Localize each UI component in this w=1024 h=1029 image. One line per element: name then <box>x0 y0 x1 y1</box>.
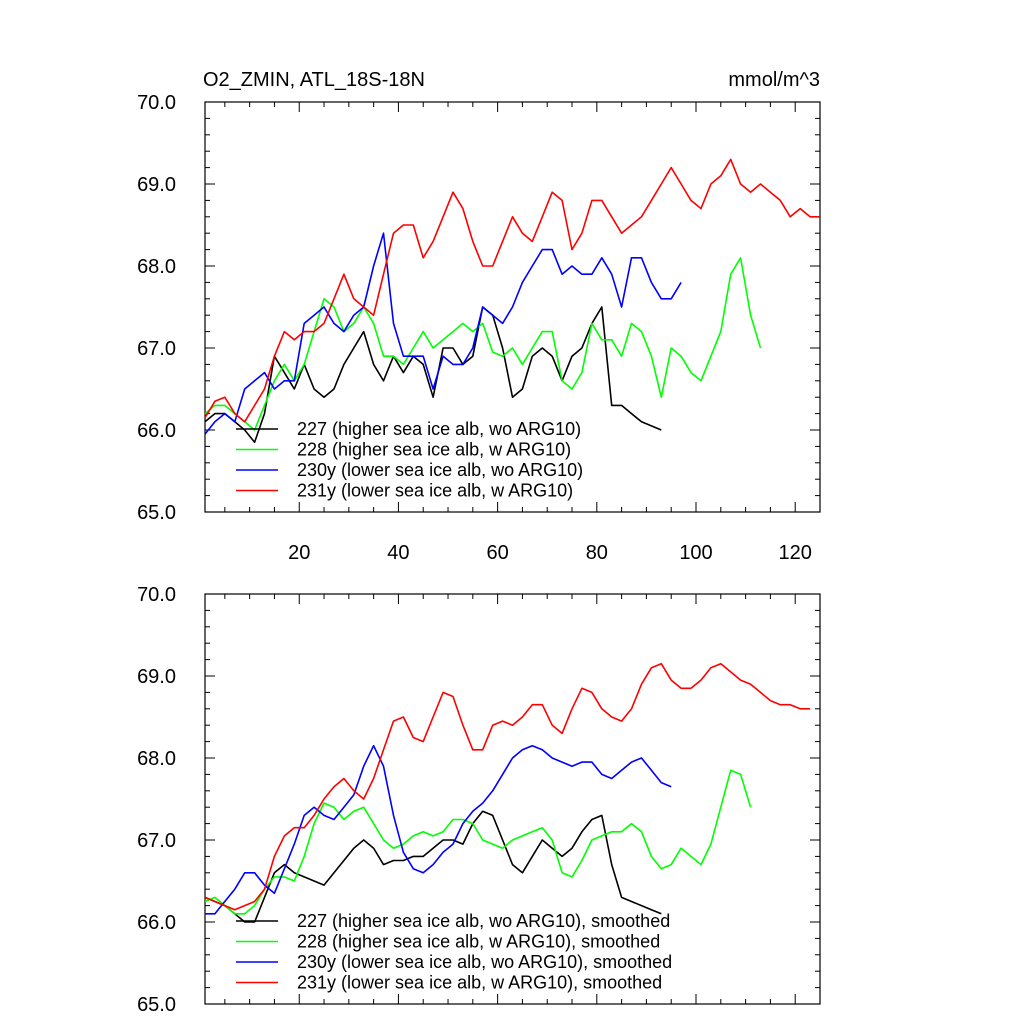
y-tick-label: 70.0 <box>137 92 176 114</box>
y-tick-label: 68.0 <box>137 748 176 770</box>
x-tick-label: 100 <box>679 542 712 564</box>
series-line-1 <box>204 306 662 444</box>
bottom-y-ticks: 65.0 66.0 67.0 68.0 69.0 70.0 <box>137 584 820 1016</box>
chart-units: mmol/m^3 <box>728 69 820 91</box>
x-tick-label: 60 <box>486 542 508 564</box>
y-tick-label: 70.0 <box>137 584 176 606</box>
series-line-2 <box>204 256 762 431</box>
top-series-lines <box>204 158 820 444</box>
series-line-4 <box>204 158 820 423</box>
series-line-3 <box>204 232 682 435</box>
legend-label: 230y (lower sea ice alb, wo ARG10) <box>297 460 583 480</box>
x-tick-label: 40 <box>387 542 409 564</box>
top-y-ticks: 65.0 66.0 67.0 68.0 69.0 70.0 <box>137 92 820 524</box>
x-tick-label: 120 <box>779 542 812 564</box>
y-tick-label: 69.0 <box>137 174 176 196</box>
bottom-legend: 227 (higher sea ice alb, wo ARG10), smoo… <box>236 911 672 993</box>
legend-label: 228 (higher sea ice alb, w ARG10) <box>297 440 571 460</box>
chart-title: O2_ZMIN, ATL_18S-18N <box>203 69 425 91</box>
y-tick-label: 65.0 <box>137 994 176 1016</box>
x-tick-label: 80 <box>586 542 608 564</box>
legend-label: 228 (higher sea ice alb, w ARG10), smoot… <box>297 932 660 952</box>
series-line-4 <box>204 662 811 911</box>
series-line-3 <box>205 744 672 915</box>
legend-label: 227 (higher sea ice alb, wo ARG10), smoo… <box>297 911 670 931</box>
legend-label: 231y (lower sea ice alb, w ARG10), smoot… <box>297 973 662 993</box>
y-tick-label: 66.0 <box>137 420 176 442</box>
legend-label: 227 (higher sea ice alb, wo ARG10) <box>297 419 581 439</box>
y-tick-label: 67.0 <box>137 338 176 360</box>
y-tick-label: 65.0 <box>137 502 176 524</box>
y-tick-label: 69.0 <box>137 666 176 688</box>
bottom-panel: 65.0 66.0 67.0 68.0 69.0 70.0 227 (higher sea… <box>137 584 821 1016</box>
series-line-2 <box>204 769 752 915</box>
top-legend: 227 (higher sea ice alb, wo ARG10)228 (h… <box>236 419 583 501</box>
y-tick-label: 67.0 <box>137 830 176 852</box>
legend-label: 231y (lower sea ice alb, w ARG10) <box>297 481 573 501</box>
top-plot-frame <box>204 101 821 513</box>
x-tick-label: 20 <box>288 542 310 564</box>
top-x-ticks: 20 40 60 80 100 120 <box>224 102 821 564</box>
legend-label: 230y (lower sea ice alb, wo ARG10), smoo… <box>297 952 672 972</box>
bottom-plot-frame <box>204 593 821 1005</box>
bottom-x-ticks <box>224 594 821 1004</box>
bottom-series-lines <box>204 662 811 923</box>
y-tick-label: 68.0 <box>137 256 176 278</box>
series-line-1 <box>204 810 662 923</box>
top-panel: O2_ZMIN, ATL_18S-18N mmol/m^3 65.0 66.0 67… <box>137 69 821 564</box>
y-tick-label: 66.0 <box>137 912 176 934</box>
